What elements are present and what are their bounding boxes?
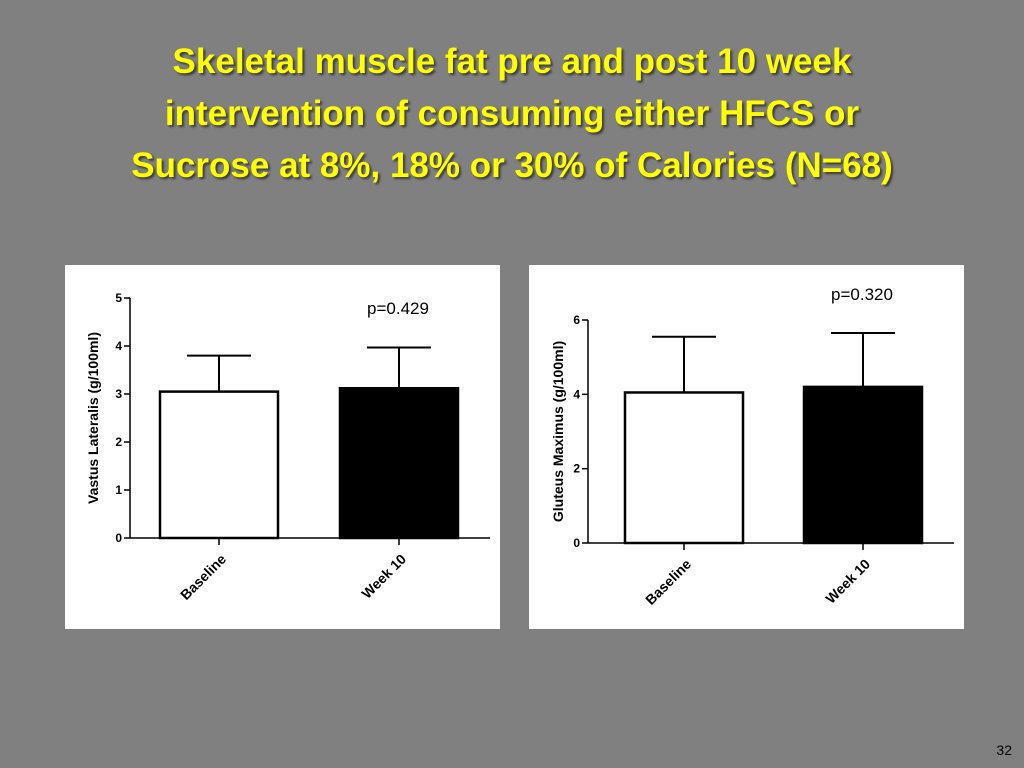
slide-number: 32 — [996, 742, 1012, 758]
title-line-2: intervention of consuming either HFCS or — [164, 94, 860, 133]
x-category-label: Week 10 — [358, 551, 409, 602]
y-tick-label: 5 — [115, 291, 122, 305]
y-tick-label: 0 — [115, 531, 122, 545]
y-tick-label: 6 — [573, 313, 580, 327]
slide-title: Skeletal muscle fat pre and post 10 week… — [40, 36, 984, 192]
p-value-annotation: p=0.320 — [831, 285, 893, 304]
y-tick-label: 2 — [573, 462, 580, 476]
y-axis-label: Gluteus Maximus (g/100ml) — [550, 341, 566, 522]
y-tick-label: 4 — [573, 387, 580, 401]
title-line-3: Sucrose at 8%, 18% or 30% of Calories (N… — [131, 146, 893, 185]
x-category-label: Baseline — [642, 556, 694, 608]
y-tick-label: 1 — [115, 483, 122, 497]
bar-week-10 — [338, 386, 460, 540]
vastus-lateralis-chart: 0 1 2 3 4 5 Vastus Lateralis (g/100ml) Baseline… — [65, 265, 500, 629]
bar-baseline — [158, 390, 280, 540]
y-tick-label: 0 — [573, 536, 580, 550]
gluteus-maximus-chart-svg: 0 2 4 6 Gluteus Maximus (g/100ml) Baseline Wee… — [550, 285, 954, 608]
y-axis-label: Vastus Lateralis (g/100ml) — [85, 332, 101, 504]
bar-baseline — [623, 391, 745, 545]
y-tick-label: 3 — [115, 387, 122, 401]
title-line-1: Skeletal muscle fat pre and post 10 week — [172, 42, 852, 81]
bar-week-10 — [802, 385, 924, 545]
y-tick-label: 4 — [115, 339, 122, 353]
gluteus-maximus-chart: 0 2 4 6 Gluteus Maximus (g/100ml) Baseline Wee… — [529, 265, 964, 629]
x-category-label: Baseline — [177, 551, 229, 603]
x-category-label: Week 10 — [822, 556, 873, 607]
p-value-annotation: p=0.429 — [367, 299, 429, 318]
vastus-lateralis-chart-svg: 0 1 2 3 4 5 Vastus Lateralis (g/100ml) Baseline… — [85, 291, 490, 603]
y-tick-label: 2 — [115, 435, 122, 449]
